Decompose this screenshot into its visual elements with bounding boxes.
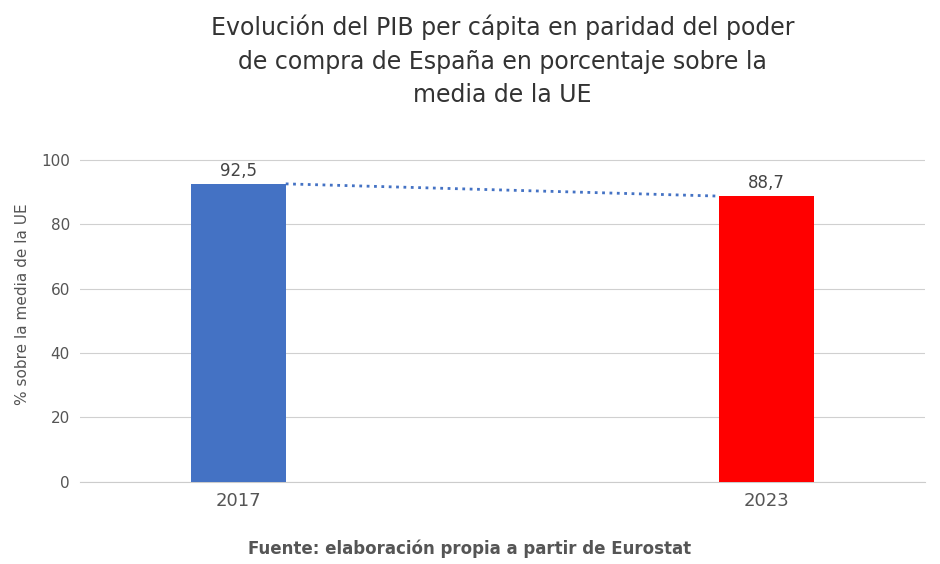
Text: Fuente: elaboración propia a partir de Eurostat: Fuente: elaboración propia a partir de E…	[248, 540, 692, 558]
Bar	[191, 184, 286, 482]
Text: 92,5: 92,5	[220, 162, 257, 180]
Y-axis label: % sobre la media de la UE: % sobre la media de la UE	[15, 204, 30, 406]
Text: 88,7: 88,7	[748, 174, 785, 192]
Title: Evolución del PIB per cápita en paridad del poder
de compra de España en porcent: Evolución del PIB per cápita en paridad …	[211, 15, 794, 108]
Bar	[719, 196, 814, 482]
